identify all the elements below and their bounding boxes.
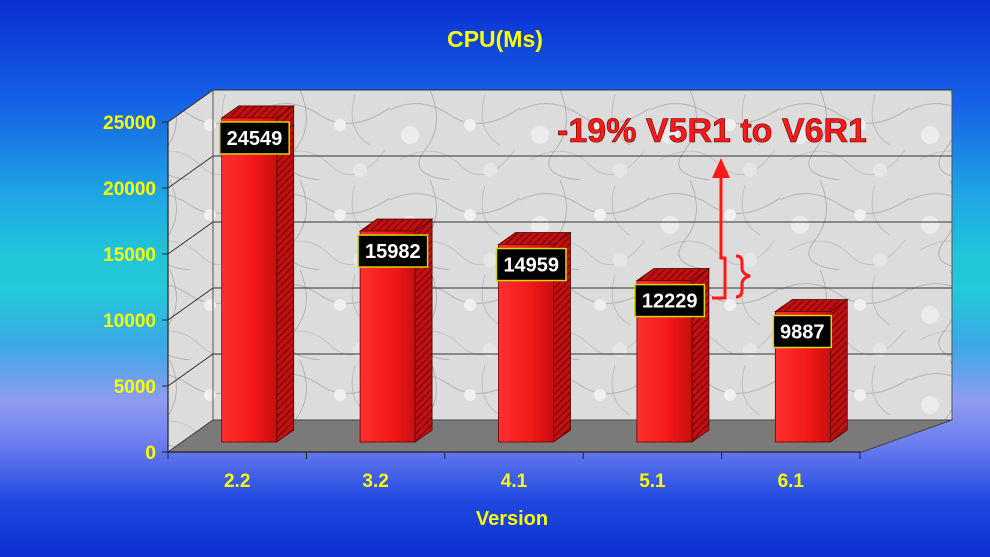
- annotation-text: -19% V5R1 to V6R1: [557, 112, 867, 150]
- x-tick-label: 2.2: [224, 471, 250, 492]
- y-tick-label: 25000: [103, 113, 156, 134]
- y-tick-label: 10000: [103, 311, 156, 332]
- gridline: [167, 221, 952, 255]
- y-tick-label: 15000: [103, 245, 156, 266]
- bar-side: [276, 105, 295, 443]
- data-label-box: [218, 121, 290, 155]
- data-label: 15982: [357, 234, 429, 268]
- data-label-box: [772, 314, 833, 349]
- y-axis: 0 5000 10000 15000 20000 25000: [103, 113, 169, 464]
- data-label: 14959: [495, 247, 567, 282]
- data-labels: 24549 15982 14959 12229 9887: [218, 121, 833, 349]
- data-label-box: [495, 247, 567, 282]
- data-label: 12229: [634, 283, 706, 318]
- bar: [220, 105, 295, 443]
- x-axis-title: Version: [476, 508, 548, 530]
- data-label-box: [357, 234, 429, 268]
- data-label-text: 15982: [365, 241, 421, 263]
- data-label: 9887: [772, 314, 833, 349]
- chart-title: CPU(Ms): [447, 26, 543, 52]
- gridline: [167, 89, 952, 123]
- data-label: 24549: [218, 121, 290, 155]
- data-label-text: 9887: [780, 321, 825, 343]
- x-tick-label: 6.1: [778, 471, 805, 492]
- x-axis: 2.2 3.2 4.1 5.1 6.1: [167, 451, 861, 492]
- data-label-text: 12229: [642, 291, 698, 313]
- bars: [220, 105, 849, 443]
- bar-side: [829, 298, 848, 443]
- data-label-text: 24549: [227, 128, 283, 150]
- side-wall: [167, 89, 214, 453]
- x-tick-label: 4.1: [501, 471, 528, 492]
- annotation-arrow: [712, 176, 727, 300]
- y-tick-label: 5000: [114, 377, 156, 398]
- x-tick-label: 5.1: [639, 471, 666, 492]
- arrow-head-icon: [712, 158, 730, 178]
- data-label-box: [634, 283, 706, 318]
- y-tick-label: 0: [145, 443, 156, 464]
- annotation-brace: [735, 254, 751, 299]
- x-tick-label: 3.2: [362, 471, 388, 492]
- gridline: [167, 155, 952, 189]
- annotation: -19% V5R1 to V6R1: [557, 112, 867, 300]
- bar-front: [221, 117, 278, 443]
- y-tick-label: 20000: [103, 179, 156, 200]
- data-label-text: 14959: [503, 255, 559, 277]
